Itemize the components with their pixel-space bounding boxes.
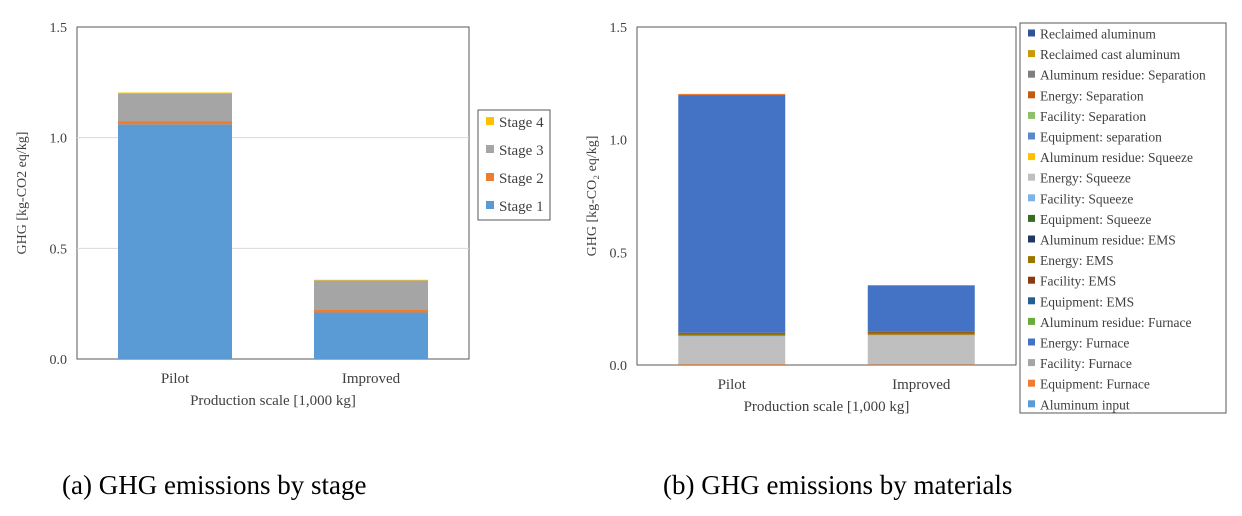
- bar-segment: [867, 332, 975, 335]
- bar-segment: [118, 124, 232, 360]
- legend-swatch: [1028, 338, 1035, 346]
- bar-segment: [314, 279, 428, 281]
- bar-segment: [118, 92, 232, 94]
- bar-segment: [678, 364, 786, 365]
- legend-swatch: [1028, 173, 1035, 181]
- legend-label: Equipment: Furnace: [1040, 377, 1150, 392]
- legend-label: Stage 1: [499, 199, 544, 215]
- x-tick-label: Pilot: [161, 371, 190, 387]
- y-tick-label: 1.0: [610, 134, 628, 149]
- legend-label: Equipment: Squeeze: [1040, 212, 1151, 227]
- bar-segment: [867, 334, 975, 336]
- legend-swatch: [1028, 276, 1035, 284]
- legend-label: Aluminum residue: Furnace: [1040, 315, 1191, 330]
- legend-swatch: [1028, 317, 1035, 325]
- legend-label: Reclaimed aluminum: [1040, 27, 1156, 42]
- legend-label: Aluminum residue: Squeeze: [1040, 150, 1193, 165]
- y-tick-label: 1.5: [610, 21, 628, 36]
- bar-segment: [867, 331, 975, 333]
- bar-segment: [867, 285, 975, 332]
- bar-segment: [118, 121, 232, 125]
- legend-label: Aluminum residue: EMS: [1040, 233, 1176, 248]
- plot-area: [636, 26, 1017, 366]
- legend-swatch: [1028, 379, 1035, 387]
- legend-swatch: [1028, 359, 1035, 367]
- legend-label: Facility: Furnace: [1040, 356, 1132, 371]
- legend-swatch: [1028, 50, 1035, 58]
- caption-a: (a) GHG emissions by stage: [62, 470, 367, 500]
- chart-a: 0.0 0.5 1.0 1.5 Pilot Improved Production scal…: [15, 21, 551, 409]
- legend-label: Equipment: EMS: [1040, 294, 1134, 309]
- bar-segment: [867, 364, 975, 366]
- x-tick-label: Improved: [892, 377, 951, 393]
- bar-segment: [678, 336, 786, 365]
- legend-swatch: [1028, 235, 1035, 243]
- caption-b: (b) GHG emissions by materials: [663, 470, 1013, 500]
- x-tick-label: Improved: [342, 371, 401, 387]
- legend-swatch: [1028, 29, 1035, 37]
- legend-label: Stage 4: [499, 115, 544, 131]
- bar-segment: [678, 333, 786, 336]
- legend-label: Energy: EMS: [1040, 253, 1114, 268]
- y-tick-label: 1.0: [50, 132, 68, 147]
- y-tick-label: 1.5: [50, 21, 68, 36]
- y-tick-label: 0.5: [610, 246, 628, 261]
- y-tick-label: 0.0: [50, 353, 68, 368]
- legend-swatch: [1028, 153, 1035, 161]
- legend-label: Reclaimed cast aluminum: [1040, 47, 1181, 62]
- legend-label: Facility: Squeeze: [1040, 191, 1133, 206]
- bar-segment: [867, 335, 975, 365]
- y-tick-label: 0.5: [50, 242, 68, 257]
- legend-swatch: [1028, 91, 1035, 99]
- bar-segment: [678, 332, 786, 334]
- legend-label: Energy: Separation: [1040, 88, 1144, 103]
- x-axis-title: Production scale [1,000 kg]: [744, 399, 910, 415]
- legend-label: Aluminum input: [1040, 397, 1130, 412]
- legend-label: Facility: Separation: [1040, 109, 1146, 124]
- bar-segment: [678, 335, 786, 337]
- legend-swatch: [1028, 400, 1035, 408]
- bar-segment: [867, 285, 975, 286]
- legend-swatch: [1028, 194, 1035, 202]
- legend-swatch: [1028, 132, 1035, 140]
- bar-segment: [314, 280, 428, 310]
- legend-label: Stage 2: [499, 171, 544, 187]
- legend-swatch: [1028, 256, 1035, 264]
- plot-area: [76, 26, 470, 360]
- legend-label: Aluminum residue: Separation: [1040, 68, 1206, 83]
- legend-label: Energy: Furnace: [1040, 336, 1129, 351]
- legend-swatch: [1028, 214, 1035, 222]
- bar-segment: [314, 309, 428, 313]
- legend-swatch: [486, 145, 494, 153]
- y-tick-label: 0.0: [610, 359, 628, 374]
- bar-segment: [678, 95, 786, 333]
- legend-swatch: [486, 173, 494, 181]
- legend-swatch: [486, 117, 494, 125]
- bar-segment: [314, 312, 428, 359]
- legend-label: Energy: Squeeze: [1040, 171, 1131, 186]
- x-tick-label: Pilot: [718, 377, 747, 393]
- legend-swatch: [1028, 111, 1035, 119]
- x-axis-title: Production scale [1,000 kg]: [190, 393, 356, 409]
- legend: [1019, 22, 1227, 414]
- legend-label: Facility: EMS: [1040, 274, 1116, 289]
- legend-label: Equipment: separation: [1040, 130, 1162, 145]
- y-axis-title: GHG [kg-CO2 eq/kg]: [15, 132, 30, 255]
- legend-swatch: [1028, 70, 1035, 78]
- bar-segment: [118, 93, 232, 122]
- chart-b-panel: 0.0 0.5 1.0 1.5 Pilot Improved Production scal…: [580, 0, 1242, 440]
- legend-swatch: [1028, 297, 1035, 305]
- y-axis-title: GHG [kg-CO₂ eq/kg]: [585, 136, 600, 257]
- legend-swatch: [486, 201, 494, 209]
- chart-b: 0.0 0.5 1.0 1.5 Pilot Improved Production scal…: [585, 21, 1227, 415]
- bar-segment: [678, 93, 786, 96]
- legend-label: Stage 3: [499, 143, 544, 159]
- chart-a-panel: 0.0 0.5 1.0 1.5 Pilot Improved Production scal…: [0, 0, 580, 440]
